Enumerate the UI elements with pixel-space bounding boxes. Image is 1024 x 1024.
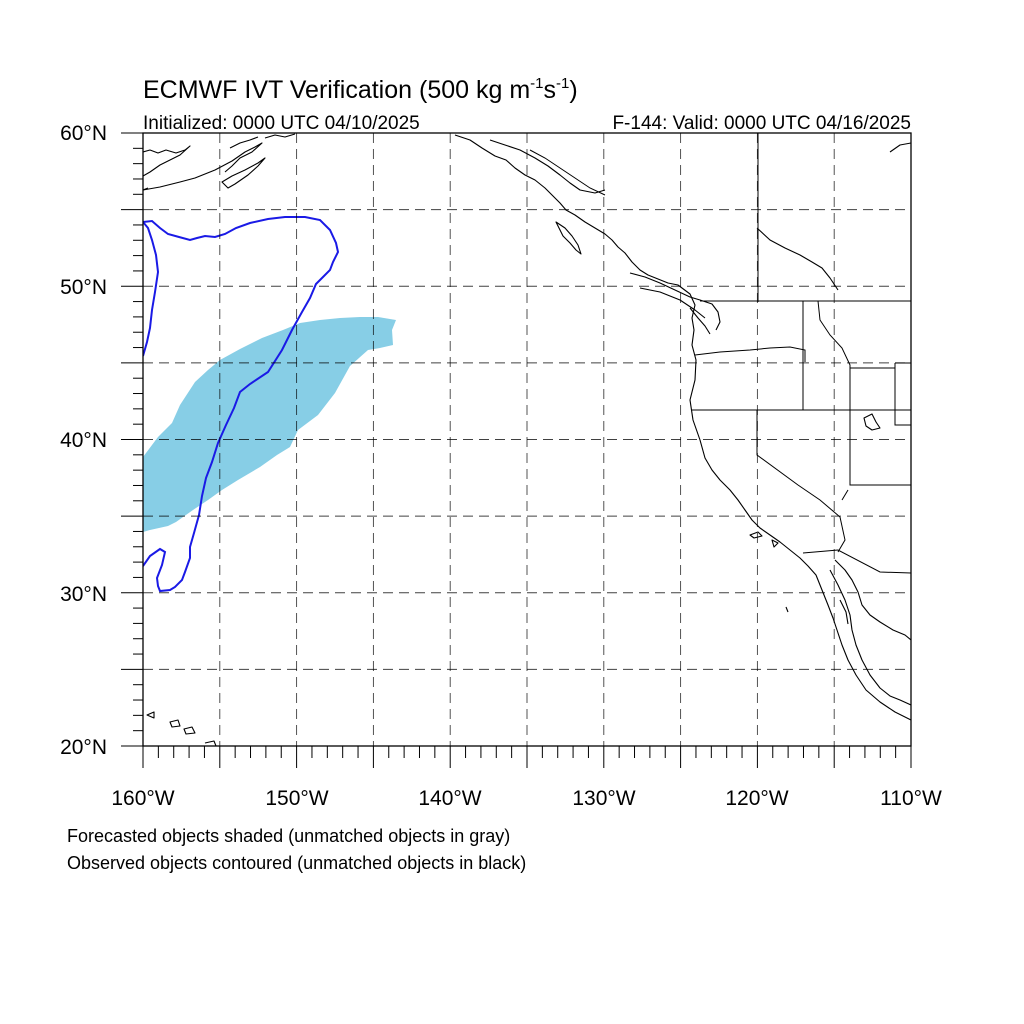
map-frame [142, 132, 912, 747]
legend-observed-note: Observed objects contoured (unmatched ob… [67, 853, 526, 873]
legend-forecast-note: Forecasted objects shaded (unmatched obj… [67, 826, 510, 846]
observed-ivt-contour-west-edge [143, 221, 160, 357]
lat-label-50n: 50°N [60, 276, 107, 299]
lon-label-110w: 110°W [880, 787, 942, 810]
longitude-labels: 160°W 150°W 140°W 130°W 120°W 110°W [111, 787, 942, 810]
lat-label-30n: 30°N [60, 583, 107, 606]
lat-label-40n: 40°N [60, 429, 107, 452]
lon-label-150w: 150°W [265, 787, 328, 810]
lon-label-160w: 160°W [111, 787, 174, 810]
latitude-labels: 60°N 50°N 40°N 30°N 20°N [60, 122, 107, 759]
forecast-ivt-object [143, 317, 396, 532]
valid-label: F-144: Valid: 0000 UTC 04/16/2025 [612, 113, 911, 134]
graticule [143, 133, 911, 746]
political-borders [529, 133, 911, 574]
lon-label-140w: 140°W [418, 787, 481, 810]
lon-label-130w: 130°W [572, 787, 635, 810]
lon-label-120w: 120°W [725, 787, 788, 810]
map-title: ECMWF IVT Verification (500 kg m-1s-1) [143, 75, 578, 104]
axis-ticks [121, 132, 912, 768]
initialized-label: Initialized: 0000 UTC 04/10/2025 [143, 113, 420, 134]
lat-label-60n: 60°N [60, 122, 107, 145]
lat-label-20n: 20°N [60, 736, 107, 759]
